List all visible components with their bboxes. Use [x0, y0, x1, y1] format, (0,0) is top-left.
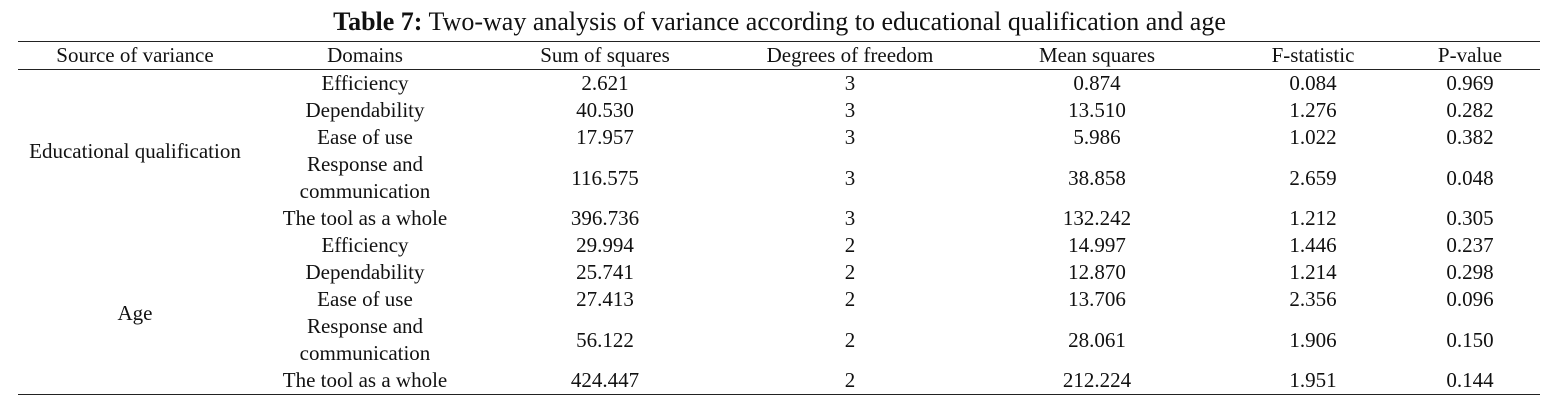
value-cell: 3 [844, 98, 856, 122]
value-cell: 13.706 [1068, 287, 1126, 311]
group-cell: Age [117, 300, 153, 325]
value-cell: 38.858 [1068, 165, 1126, 190]
domain-cell: Efficiency [321, 233, 409, 257]
value-cell: 27.413 [576, 287, 634, 311]
value-cell: 40.530 [576, 98, 634, 122]
header-cell: Domains [327, 43, 403, 67]
value-cell: 1.906 [1289, 327, 1337, 352]
value-cell: 2.659 [1289, 165, 1337, 190]
domain-cell: Ease of use [317, 287, 413, 311]
value-cell: 5.986 [1073, 125, 1121, 149]
header-cell: Degrees of freedom [766, 43, 934, 67]
value-cell: 1.022 [1289, 125, 1337, 149]
value-cell: 17.957 [576, 125, 634, 149]
domain-cell: Ease of use [317, 125, 413, 149]
value-cell: 0.237 [1446, 233, 1494, 257]
value-cell: 1.214 [1289, 260, 1337, 284]
value-cell: 3 [844, 165, 856, 190]
value-cell: 3 [844, 206, 856, 230]
table-row: The tool as a whole 396.736 3 132.242 1.212 0… [18, 205, 1540, 232]
table-label: Table 7: [333, 7, 423, 36]
value-cell: 0.382 [1446, 125, 1494, 149]
table-row: Dependability 25.741 2 12.870 1.214 0.298 [18, 259, 1540, 286]
value-cell: 212.224 [1062, 368, 1132, 392]
value-cell: 14.997 [1068, 233, 1126, 257]
header-cell: F-statistic [1271, 43, 1355, 67]
domain-cell: The tool as a whole [282, 368, 448, 392]
header-cell: Source of variance [56, 43, 214, 67]
value-cell: 3 [844, 71, 856, 95]
value-cell: 0.282 [1446, 98, 1494, 122]
value-cell: 396.736 [570, 206, 640, 230]
domain-cell: Response and communication [299, 152, 431, 203]
value-cell: 25.741 [576, 260, 634, 284]
value-cell: 0.096 [1446, 287, 1494, 311]
value-cell: 29.994 [576, 233, 634, 257]
value-cell: 0.144 [1446, 368, 1494, 392]
value-cell: 0.084 [1289, 71, 1337, 95]
header-cell: P-value [1437, 43, 1503, 67]
value-cell: 12.870 [1068, 260, 1126, 284]
value-cell: 424.447 [570, 368, 640, 392]
table-row: Age Efficiency 29.994 2 14.997 1.446 0.237 [18, 232, 1540, 325]
table-row: Ease of use 17.957 3 5.986 1.022 0.382 [18, 124, 1540, 151]
domain-cell: Dependability [305, 98, 425, 122]
header-cell: Mean squares [1038, 43, 1156, 67]
value-cell: 1.446 [1289, 233, 1337, 257]
table-title: Table 7: Two-way analysis of variance ac… [0, 6, 1559, 38]
value-cell: 0.874 [1073, 71, 1121, 95]
value-cell: 3 [844, 125, 856, 149]
value-cell: 2 [844, 287, 856, 311]
domain-cell: Efficiency [321, 71, 409, 95]
table-row: Response and communication 56.122 2 28.061 1… [18, 313, 1540, 367]
value-cell: 2.356 [1289, 287, 1337, 311]
domain-cell: Dependability [305, 260, 425, 284]
value-cell: 116.575 [571, 165, 639, 190]
value-cell: 1.276 [1289, 98, 1337, 122]
value-cell: 2 [844, 260, 856, 284]
table-row: Educational qualification Efficiency 2.621… [18, 70, 1540, 163]
domain-cell: The tool as a whole [282, 206, 448, 230]
value-cell: 56.122 [576, 327, 634, 352]
value-cell: 13.510 [1068, 98, 1126, 122]
domain-cell: Response and communication [299, 314, 431, 365]
anova-table: Source of variance Domains Sum of squares D… [18, 41, 1540, 395]
value-cell: 132.242 [1062, 206, 1132, 230]
table-body: Educational qualification Efficiency 2.621… [18, 70, 1540, 395]
group-cell: Educational qualification [29, 138, 241, 163]
header-cell: Sum of squares [540, 43, 670, 67]
value-cell: 0.048 [1446, 165, 1494, 190]
value-cell: 28.061 [1068, 327, 1126, 352]
table-caption: Two-way analysis of variance according t… [428, 7, 1226, 36]
value-cell: 2.621 [581, 71, 629, 95]
table-row: Dependability 40.530 3 13.510 1.276 0.282 [18, 97, 1540, 124]
value-cell: 1.951 [1289, 368, 1337, 392]
value-cell: 1.212 [1289, 206, 1337, 230]
value-cell: 2 [844, 233, 856, 257]
header-row: Source of variance Domains Sum of squares D… [18, 41, 1540, 70]
value-cell: 0.969 [1446, 71, 1494, 95]
table-row: Response and communication 116.575 3 38.858… [18, 151, 1540, 205]
value-cell: 2 [844, 368, 856, 392]
value-cell: 2 [844, 327, 856, 352]
value-cell: 0.298 [1446, 260, 1494, 284]
value-cell: 0.150 [1446, 327, 1494, 352]
table-row: Ease of use 27.413 2 13.706 2.356 0.096 [18, 286, 1540, 313]
table-row: The tool as a whole 424.447 2 212.224 1.951 0… [18, 367, 1540, 395]
value-cell: 0.305 [1446, 206, 1494, 230]
